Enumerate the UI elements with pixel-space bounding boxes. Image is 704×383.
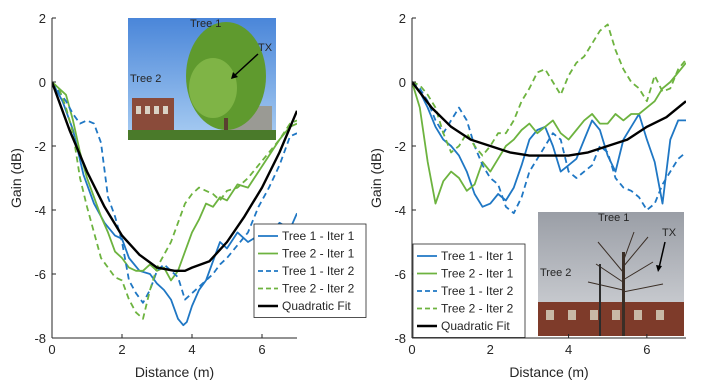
legend-label: Tree 2 - Iter 2 (441, 302, 514, 316)
x-tick-label: 0 (408, 342, 415, 357)
legend-label: Tree 1 - Iter 1 (282, 229, 355, 243)
x-tick-label: 0 (48, 342, 55, 357)
legend: Tree 1 - Iter 1 Tree 2 - Iter 1 Tree 1 - I… (412, 243, 526, 338)
series-line-3 (412, 81, 686, 215)
y-tick-label: 0 (39, 75, 46, 90)
photo-tree-canopy (189, 58, 237, 118)
photo-window (546, 310, 554, 320)
legend-box (412, 243, 526, 338)
y-tick-label: 2 (39, 11, 46, 26)
photo-hedge (128, 130, 276, 140)
tx-arrow (233, 53, 259, 77)
inset-photo: Tree 1 Tree 2 TX (128, 18, 276, 140)
series-line-5 (52, 81, 297, 272)
series-line-4 (52, 81, 297, 320)
legend-box (253, 223, 367, 318)
photo-label-tree1: Tree 1 (190, 18, 221, 30)
photo-label-tree1: Tree 1 (598, 212, 629, 224)
photo-tree-branch (587, 281, 624, 291)
y-tick-label: -4 (34, 203, 46, 218)
x-tick-label: 2 (118, 342, 125, 357)
series-group (412, 23, 686, 215)
photo-window (145, 106, 150, 114)
photo-tree-branch (597, 241, 624, 273)
photo-window (163, 106, 168, 114)
x-tick-label: 6 (258, 342, 265, 357)
photo-tree-trunk (224, 118, 228, 140)
photo-tree-branch (622, 231, 635, 263)
legend-label: Tree 2 - Iter 1 (282, 247, 355, 261)
photo-window (154, 106, 159, 114)
series-line-4 (412, 23, 686, 157)
photo-label-tree2: Tree 2 (130, 73, 161, 85)
photo-window (656, 310, 664, 320)
legend-label: Tree 1 - Iter 2 (282, 264, 355, 278)
x-axis-label: Distance (m) (509, 364, 588, 380)
series-line-3 (52, 81, 297, 304)
photo-tree-branch (622, 236, 649, 268)
series-line-2 (412, 62, 686, 205)
legend-label: Tree 1 - Iter 2 (441, 284, 514, 298)
photo-tree-branch (622, 283, 664, 293)
y-axis-label: Gain (dB) (368, 148, 384, 208)
photo-window (612, 310, 620, 320)
tx-arrow-head (656, 265, 662, 272)
y-tick-label: -8 (34, 331, 46, 346)
y-tick-label: 2 (399, 11, 406, 26)
tx-arrow (658, 241, 666, 269)
x-tick-label: 4 (188, 342, 195, 357)
series-line-5 (412, 81, 686, 157)
x-axis-label: Distance (m) (135, 364, 214, 380)
x-tick-label: 2 (487, 342, 494, 357)
chart-panel-1: Tree 1 Tree 2 TX 0 2 4 6 2 0 -2 -4 -6 -8 Distance (m)… (8, 11, 367, 380)
y-tick-label: -2 (34, 139, 46, 154)
y-tick-label: -2 (394, 139, 406, 154)
series-line-1 (412, 81, 686, 208)
photo-tree-branch (622, 261, 654, 281)
photo-label-tx: TX (258, 42, 273, 54)
photo-label-tree2: Tree 2 (540, 267, 571, 279)
x-tick-label: 4 (565, 342, 572, 357)
y-tick-label: -8 (394, 331, 406, 346)
tx-arrow-head (231, 72, 238, 79)
x-tick-label: 6 (643, 342, 650, 357)
chart-panel-2: Tree 1 Tree 2 TX 0 2 4 6 2 0 -2 -4 -6 -8 Distance (m)… (368, 11, 686, 380)
legend-label: Tree 1 - Iter 1 (441, 249, 514, 263)
photo-tree-trunk (622, 252, 625, 336)
y-tick-label: -4 (394, 203, 406, 218)
legend: Tree 1 - Iter 1 Tree 2 - Iter 1 Tree 1 - I… (253, 223, 367, 318)
photo-label-tx: TX (662, 227, 677, 239)
legend-label: Quadratic Fit (441, 319, 510, 333)
inset-photo: Tree 1 Tree 2 TX (538, 212, 684, 336)
y-tick-label: -6 (34, 267, 46, 282)
series-line-2 (52, 81, 297, 282)
legend-label: Quadratic Fit (282, 299, 351, 313)
photo-window (568, 310, 576, 320)
photo-window (590, 310, 598, 320)
legend-label: Tree 2 - Iter 2 (282, 282, 355, 296)
y-axis-label: Gain (dB) (8, 148, 24, 208)
y-tick-label: -6 (394, 267, 406, 282)
y-tick-label: 0 (399, 75, 406, 90)
legend-label: Tree 2 - Iter 1 (441, 267, 514, 281)
photo-window (136, 106, 141, 114)
series-group (52, 81, 297, 327)
photo-window (634, 310, 642, 320)
